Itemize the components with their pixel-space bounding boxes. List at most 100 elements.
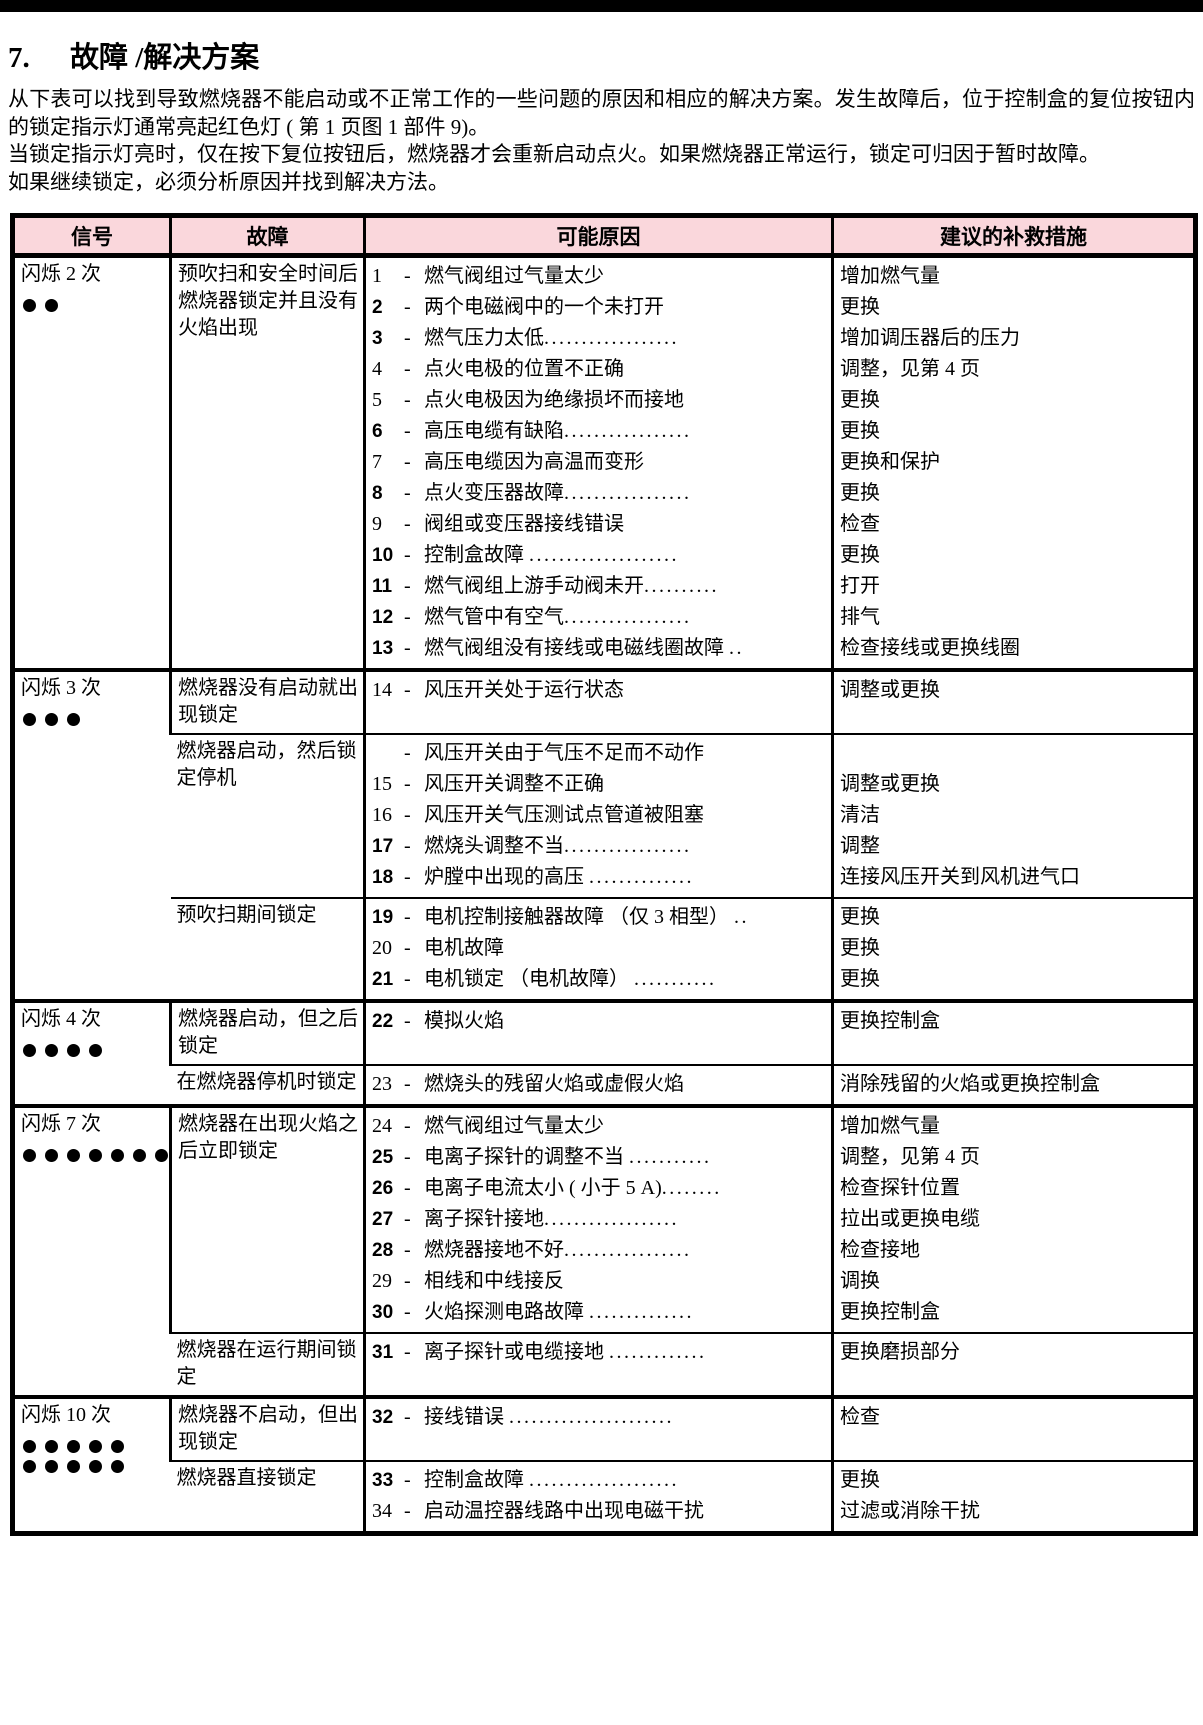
cause-number: 15 xyxy=(372,773,392,795)
cause-dash: - xyxy=(404,327,411,349)
cause-number: 4 xyxy=(372,358,382,380)
table-row: 闪烁 10 次燃烧器不启动，但出现锁定 32- 接线错误 .............… xyxy=(12,1395,1196,1534)
remedy-text: 调整，见第 4 页 xyxy=(840,1146,980,1168)
cause-line: 15- 风压开关调整不正确 xyxy=(372,769,829,800)
cause-text: 离子探针接地 xyxy=(424,1208,544,1230)
remedy-text xyxy=(840,738,1191,769)
cause-text: 燃烧器接地不好 xyxy=(424,1239,564,1261)
cause-number: 25 xyxy=(372,1147,394,1168)
cause-line: - 风压开关由于气压不足而不动作 xyxy=(372,738,829,769)
dot-leader: ...................... xyxy=(509,1406,674,1428)
causes-cell: 24- 燃气阀组过气量太少 25- 电离子探针的调整不当 ........... 26-… xyxy=(363,1104,833,1333)
cause-text: 启动温控器线路中出现电磁干扰 xyxy=(424,1500,704,1522)
cause-line: 9- 阀组或变压器接线错误 xyxy=(372,509,829,540)
signal-label: 闪烁 10 次 xyxy=(21,1404,111,1426)
flash-dot-icon xyxy=(89,1440,102,1453)
intro-paragraph: 当锁定指示灯亮时，仅在按下复位按钮后，燃烧器才会重新启动点火。如果燃烧器正常运行… xyxy=(8,142,1100,166)
cause-dash: - xyxy=(404,389,411,411)
dot-leader: .................... xyxy=(529,544,679,566)
cause-number: 33 xyxy=(372,1470,394,1491)
cause-number: 3 xyxy=(372,328,383,349)
causes-cell: - 风压开关由于气压不足而不动作 15- 风压开关调整不正确 16- 风压开关气压测试点管… xyxy=(363,733,833,898)
cause-number: 28 xyxy=(372,1240,394,1261)
remedy-text: 调整，见第 4 页 xyxy=(840,358,980,380)
remedy-text: 更换 xyxy=(840,968,880,990)
remedies-cell: 更换 更换 更换 xyxy=(831,897,1196,1001)
signal-cell: 闪烁 10 次 xyxy=(12,1395,171,1534)
cause-text: 点火变压器故障 xyxy=(424,482,564,504)
signal-cell: 闪烁 2 次 xyxy=(12,253,171,670)
cause-line: 3- 燃气压力太低.................. xyxy=(372,323,829,354)
remedy-text: 更换 xyxy=(840,389,880,411)
remedies-cell: 增加燃气量 更换 增加调压器后的压力 调整，见第 4 页更换 更换 更换和保护 更换 检查 更换… xyxy=(831,253,1196,670)
table-row: 预吹扫期间锁定 19- 电机控制接触器故障 （仅 3 相型） .. 20- 电机故障 21… xyxy=(13,897,1196,1001)
flash-dot-icon xyxy=(23,1460,36,1473)
cause-text: 燃气压力太低 xyxy=(424,327,544,349)
remedy-text: 更换控制盒 xyxy=(840,1301,940,1323)
cause-dash: - xyxy=(404,1500,411,1522)
cause-dash: - xyxy=(404,1010,411,1032)
dot-leader: ........... xyxy=(629,1146,712,1168)
flash-dot-icon xyxy=(45,1044,58,1057)
flash-dot-icon xyxy=(155,1149,168,1162)
flash-dot-icon xyxy=(45,1149,58,1162)
remedy-text: 更换 xyxy=(840,544,880,566)
cause-line: 20- 电机故障 xyxy=(372,933,829,964)
remedies-cell: 检查 xyxy=(831,1395,1196,1461)
cause-dash: - xyxy=(404,606,411,628)
remedy-text: 更换 xyxy=(840,906,880,928)
cause-text: 电机控制接触器故障 （仅 3 相型） xyxy=(424,906,734,928)
flash-dot-icon xyxy=(45,1440,58,1453)
dot-leader: ................. xyxy=(564,420,692,442)
flash-dots xyxy=(23,1044,167,1057)
table-row: 燃烧器直接锁定 33- 控制盒故障 .................... 34- 启… xyxy=(13,1460,1196,1534)
dot-leader: ............. xyxy=(609,1341,707,1363)
remedy-text: 增加燃气量 xyxy=(840,1115,940,1137)
cause-line: 1- 燃气阀组过气量太少 xyxy=(372,261,829,292)
causes-cell: 33- 控制盒故障 .................... 34- 启动温控器线路中… xyxy=(363,1460,833,1534)
cause-line: 4- 点火电极的位置不正确 xyxy=(372,354,829,385)
cause-text: 控制盒故障 xyxy=(424,544,529,566)
remedies-cell: 更换 过滤或消除干扰 xyxy=(831,1460,1196,1534)
cause-text: 燃气阀组上游手动阀未开 xyxy=(424,575,644,597)
remedy-text: 检查接线或更换线圈 xyxy=(840,637,1020,659)
cause-text: 接线错误 xyxy=(424,1406,509,1428)
cause-line: 19- 电机控制接触器故障 （仅 3 相型） .. xyxy=(372,902,829,933)
causes-cell: 23- 燃烧头的残留火焰或虚假火焰 xyxy=(363,1064,833,1106)
flash-dot-icon xyxy=(67,1149,80,1162)
dot-leader: .......... xyxy=(644,575,719,597)
cause-dash: - xyxy=(404,1208,411,1230)
remedy-text: 过滤或消除干扰 xyxy=(840,1500,980,1522)
cause-number: 23 xyxy=(372,1073,392,1095)
cause-number: 13 xyxy=(372,638,394,659)
cause-number: 22 xyxy=(372,1011,394,1032)
dot-leader: .................. xyxy=(544,1208,679,1230)
remedy-text: 调整 xyxy=(840,835,880,857)
cause-line: 23- 燃烧头的残留火焰或虚假火焰 xyxy=(372,1069,829,1100)
flash-dot-icon xyxy=(45,713,58,726)
cause-number: 24 xyxy=(372,1115,392,1137)
fault-cell: 燃烧器没有启动就出现锁定 xyxy=(169,668,365,734)
cause-line: 6- 高压电缆有缺陷................. xyxy=(372,416,829,447)
cause-dash: - xyxy=(404,265,411,287)
cause-dash: - xyxy=(404,1177,411,1199)
cause-dash: - xyxy=(404,544,411,566)
remedy-text: 拉出或更换电缆 xyxy=(840,1208,980,1230)
flash-dot-icon xyxy=(111,1460,124,1473)
cause-line: 11- 燃气阀组上游手动阀未开.......... xyxy=(372,571,829,602)
cause-line: 18- 炉膛中出现的高压 .............. xyxy=(372,862,829,893)
cause-dash: - xyxy=(404,835,411,857)
cause-line: 16- 风压开关气压测试点管道被阻塞 xyxy=(372,800,829,831)
table-row: 闪烁 3 次燃烧器没有启动就出现锁定 14- 风压开关处于运行状态 调整或更换 xyxy=(12,668,1196,1001)
table-header-row: 信号 故障 可能原因 建议的补救措施 xyxy=(12,215,1196,258)
cause-number: 16 xyxy=(372,804,392,826)
cause-number: 14 xyxy=(372,679,392,701)
cause-line: 22- 模拟火焰 xyxy=(372,1006,829,1037)
cause-number: 34 xyxy=(372,1500,392,1522)
column-header-cause: 可能原因 xyxy=(363,215,833,258)
flash-dots xyxy=(23,1440,167,1453)
cause-line: 2- 两个电磁阀中的一个未打开 xyxy=(372,292,829,323)
cause-dash: - xyxy=(404,420,411,442)
cause-line: 8- 点火变压器故障................. xyxy=(372,478,829,509)
cause-text: 点火电极因为绝缘损坏而接地 xyxy=(424,389,684,411)
